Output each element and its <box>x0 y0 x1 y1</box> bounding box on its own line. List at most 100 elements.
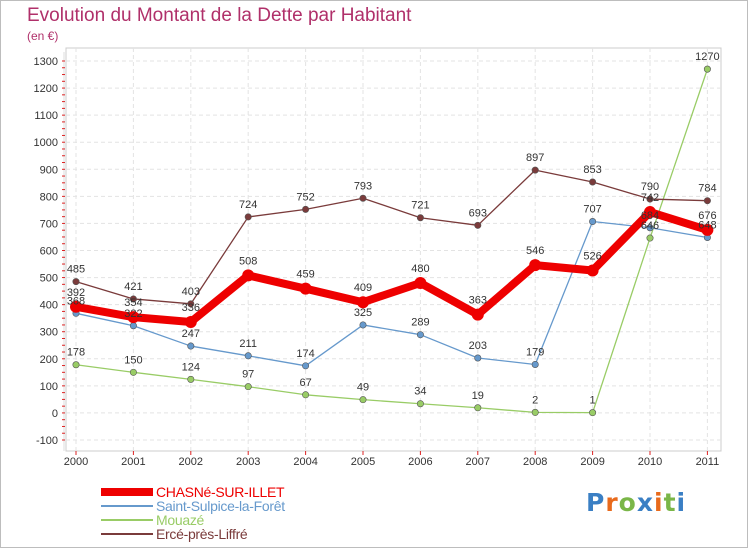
data-point <box>187 300 195 308</box>
series-layer <box>70 65 714 417</box>
data-label: 526 <box>583 251 601 263</box>
legend-label: Ercé-près-Liffré <box>156 526 248 542</box>
x-tick-label: 2002 <box>179 456 203 468</box>
x-axis: 2000 2001 2002 2003 2004 2005 2006 2007 2008 2009… <box>64 451 719 468</box>
data-label: 790 <box>641 181 659 193</box>
data-label: 67 <box>299 377 311 389</box>
data-point <box>359 194 367 202</box>
data-label: 19 <box>472 390 484 402</box>
data-point <box>474 404 482 412</box>
data-point <box>701 223 714 236</box>
data-label: 742 <box>641 192 659 204</box>
data-point <box>589 218 597 226</box>
data-point <box>646 195 654 203</box>
data-label: 322 <box>124 308 142 320</box>
x-tick-label: 2001 <box>121 456 145 468</box>
data-label: 485 <box>67 264 85 276</box>
y-tick-label: 100 <box>40 381 58 393</box>
y-tick-label: 1300 <box>34 56 58 68</box>
x-tick-label: 2000 <box>64 456 88 468</box>
x-tick-label: 2004 <box>293 456 317 468</box>
data-label: 368 <box>67 295 85 307</box>
y-tick-label: 1100 <box>34 110 58 122</box>
data-label: 178 <box>67 347 85 359</box>
data-label: 409 <box>354 282 372 294</box>
data-point <box>72 278 80 286</box>
data-point <box>187 375 195 383</box>
series-line-0 <box>72 208 712 326</box>
data-label: 325 <box>354 307 372 319</box>
data-label: 752 <box>296 191 314 203</box>
data-label: 1 <box>590 395 596 407</box>
data-point <box>703 197 711 205</box>
y-tick-label: 300 <box>40 327 58 339</box>
data-label: 707 <box>583 204 601 216</box>
data-point <box>357 296 369 309</box>
y-tick-label: 1000 <box>34 137 58 149</box>
data-point <box>474 354 482 362</box>
legend-swatch <box>101 533 153 535</box>
data-point <box>646 224 654 232</box>
y-tick-label: 400 <box>40 300 58 312</box>
data-label: 49 <box>357 382 369 394</box>
data-label: 546 <box>526 245 544 257</box>
y-tick-label: 0 <box>52 408 58 420</box>
data-point <box>359 396 367 404</box>
y-tick-label: 500 <box>40 273 58 285</box>
legend-swatch <box>101 488 153 496</box>
data-point <box>302 391 310 399</box>
data-point <box>302 362 310 370</box>
data-point <box>129 322 137 330</box>
proxiti-logo: Proxiti <box>586 488 687 517</box>
data-point <box>299 282 312 295</box>
data-label: 124 <box>182 361 200 373</box>
data-point <box>244 213 252 221</box>
data-point <box>703 65 711 73</box>
data-label: 421 <box>124 281 142 293</box>
data-label: 247 <box>182 328 200 340</box>
data-point <box>529 259 542 272</box>
data-point <box>302 205 310 213</box>
data-point <box>471 308 484 321</box>
data-label: 724 <box>239 199 257 211</box>
series-line-1 <box>75 220 709 367</box>
data-point <box>474 221 482 229</box>
data-label: 721 <box>411 200 429 212</box>
data-point <box>646 234 654 242</box>
data-label: 203 <box>469 340 487 352</box>
data-label: 354 <box>124 297 142 309</box>
chart-title: Evolution du Montant de la Dette par Hab… <box>27 5 412 26</box>
y-tick-label: 800 <box>40 191 58 203</box>
y-tick-label: 900 <box>40 164 58 176</box>
data-label: 648 <box>698 220 716 232</box>
data-point <box>414 276 427 289</box>
data-label: 336 <box>182 302 200 314</box>
data-point <box>416 214 424 222</box>
data-label: 174 <box>296 348 314 360</box>
legend-label: CHASNé-SUR-ILLET <box>156 484 285 500</box>
data-point <box>129 368 137 376</box>
data-point <box>127 311 140 324</box>
y-tick-label: 200 <box>40 354 58 366</box>
data-point <box>184 315 197 328</box>
data-label: 392 <box>67 287 85 299</box>
data-point <box>416 400 424 408</box>
data-point <box>531 360 539 368</box>
x-tick-label: 2003 <box>236 456 260 468</box>
data-label: 793 <box>354 180 372 192</box>
data-label: 403 <box>182 286 200 298</box>
data-label: 784 <box>698 183 716 195</box>
data-label: 853 <box>583 164 601 176</box>
data-point <box>70 300 82 313</box>
x-tick-label: 2008 <box>523 456 547 468</box>
data-point <box>129 295 137 303</box>
data-label: 693 <box>469 207 487 219</box>
legend-label: Mouazé <box>156 512 205 528</box>
x-tick-label: 2011 <box>696 456 720 468</box>
data-label: 684 <box>641 210 659 222</box>
data-label: 211 <box>239 338 257 350</box>
data-point <box>589 409 597 417</box>
x-tick-label: 2010 <box>638 456 662 468</box>
y-tick-label: 1200 <box>34 83 58 95</box>
